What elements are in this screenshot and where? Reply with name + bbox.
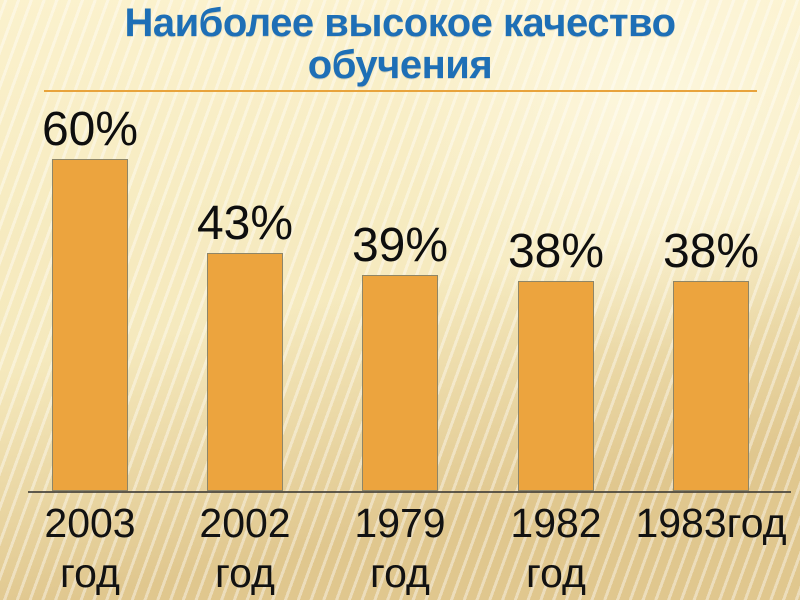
- title-underline: [44, 90, 757, 92]
- bar-group: 38%: [466, 100, 646, 491]
- bar-group: 43%: [155, 100, 335, 491]
- bar-value-label: 38%: [507, 225, 605, 278]
- bar-value-label: 38%: [662, 225, 760, 278]
- x-axis-category-label: 2003 год: [44, 500, 136, 597]
- bar: [207, 253, 283, 491]
- bar-value-label: 43%: [196, 197, 294, 250]
- x-axis-category-label: 1983год: [635, 500, 787, 546]
- x-axis-category-label: 1982 год: [510, 500, 602, 597]
- slide-title: Наиболее высокое качество обучения: [124, 1, 676, 87]
- bar: [52, 159, 128, 491]
- bar: [518, 281, 594, 491]
- x-axis-category-label: 1979 год: [354, 500, 446, 597]
- bar-group: 60%: [0, 100, 180, 491]
- bar-value-label: 60%: [41, 103, 139, 156]
- bar-group: 38%: [621, 100, 800, 491]
- bar-value-label: 39%: [351, 219, 449, 272]
- bar: [362, 275, 438, 491]
- bar-chart: 60% 43% 39% 38% 38%: [0, 100, 800, 492]
- x-axis-line: [28, 491, 791, 493]
- x-axis-category-label: 2002 год: [199, 500, 291, 597]
- bar: [673, 281, 749, 491]
- bar-group: 39%: [310, 100, 490, 491]
